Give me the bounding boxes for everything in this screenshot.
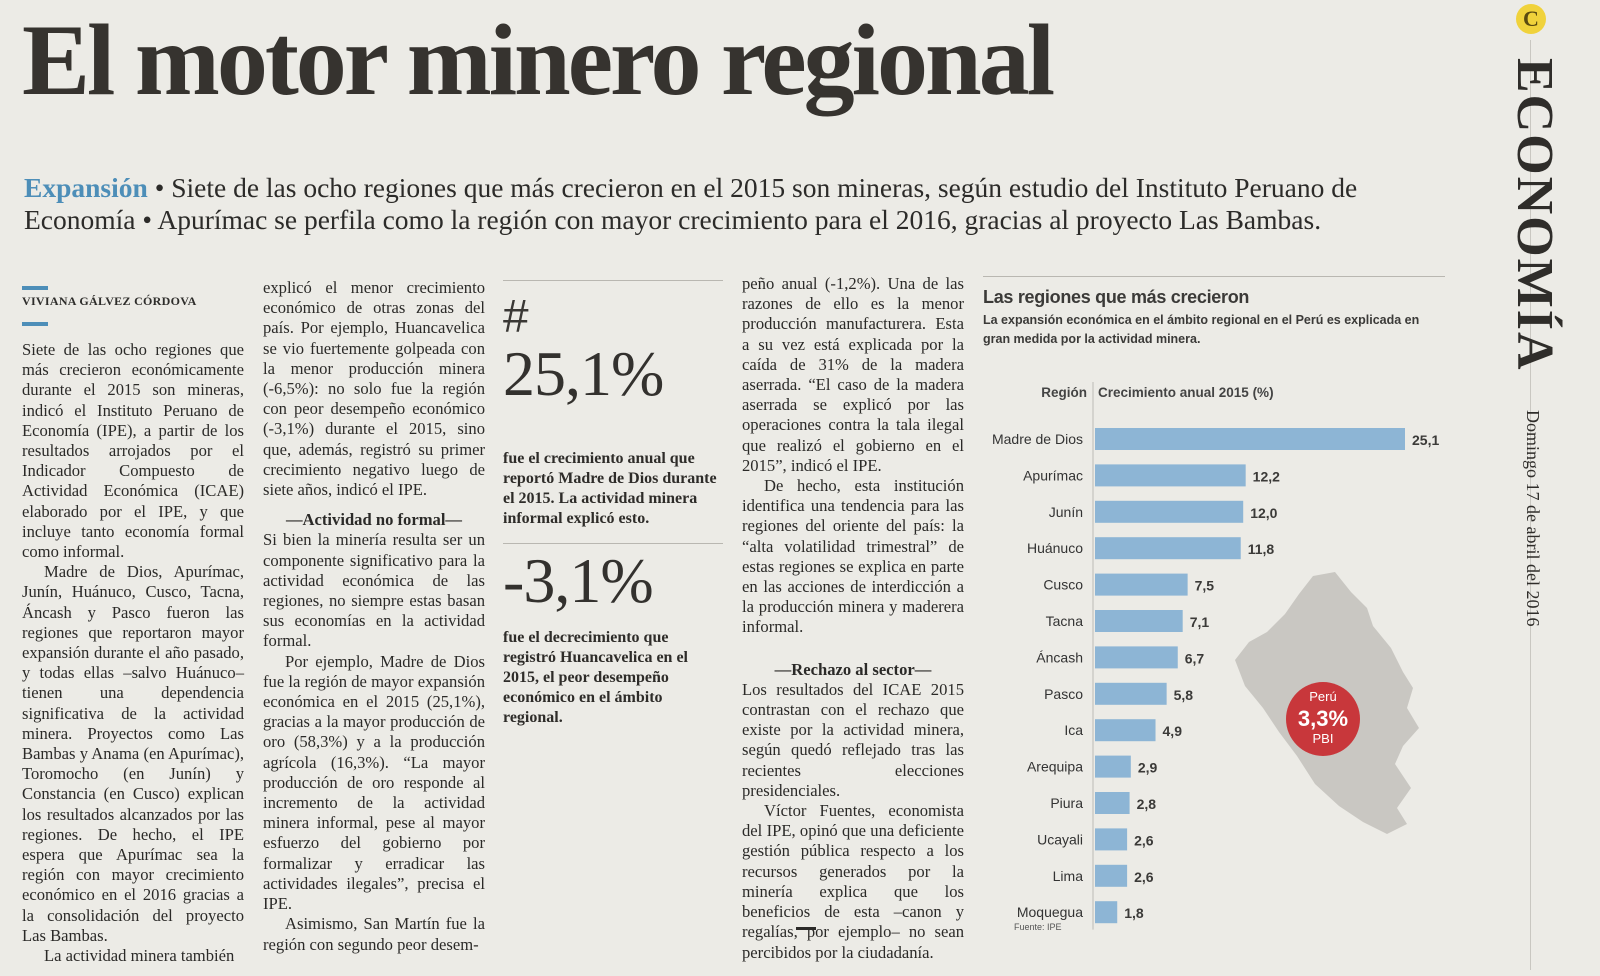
bar-category-label: Tacna (1046, 613, 1084, 629)
bar-value-label: 2,8 (1137, 796, 1157, 812)
bar-category-label: Pasco (1044, 686, 1083, 702)
col2-paragraph-3: Por ejemplo, Madre de Dios fue la región… (263, 651, 485, 914)
col1-paragraph-3: La actividad minera también (44, 946, 235, 966)
article-column-1: Siete de las ocho regiones que más creci… (22, 340, 244, 966)
bar-category-label: Junín (1049, 504, 1083, 520)
stat-1-text: fue el crecimiento anual que reportó Mad… (503, 450, 717, 527)
col4-paragraph-4: Víctor Fuentes, economista del IPE, opin… (742, 801, 964, 962)
col4-paragraph-2: De hecho, esta institución identifica un… (742, 476, 964, 637)
peru-badge-sublabel: PBI (1313, 731, 1334, 746)
bar (1095, 428, 1405, 450)
chart-ylabel: Crecimiento anual 2015 (%) (1098, 385, 1274, 400)
bar (1095, 537, 1241, 560)
bar (1095, 464, 1246, 487)
bar-category-label: Madre de Dios (992, 431, 1083, 447)
bar-value-label: 2,6 (1134, 869, 1154, 885)
bar-value-label: 12,2 (1253, 468, 1280, 484)
infographic-top-rule (983, 276, 1445, 277)
byline: VIVIANA GÁLVEZ CÓRDOVA (22, 294, 197, 308)
bar-value-label: 12,0 (1250, 505, 1277, 521)
byline-top-dash (22, 286, 48, 290)
growth-bar-chart: Región Crecimiento anual 2015 (%) Madre de… (992, 382, 1439, 930)
section-name: ECONOMÍA (1506, 58, 1563, 372)
end-mark (796, 927, 816, 930)
bar (1095, 755, 1131, 778)
stats-sidebar: # 25,1% fue el crecimiento anual que rep… (503, 280, 723, 728)
infographic: Las regiones que más crecieron La expans… (983, 276, 1445, 956)
bar-value-label: 7,5 (1195, 578, 1215, 594)
col2-paragraph-2: Si bien la minería resulta ser un compon… (263, 530, 485, 651)
bar-category-label: Lima (1053, 868, 1084, 884)
bar-value-label: 2,6 (1134, 832, 1154, 848)
bar (1095, 646, 1178, 669)
col4-subhead: —Rechazo al sector— (774, 659, 932, 679)
infographic-source: Fuente: IPE (1014, 922, 1062, 932)
lede-text: • Siete de las ocho regiones que más cre… (24, 172, 1358, 235)
bar-value-label: 25,1 (1412, 432, 1439, 448)
bar-category-label: Huánuco (1027, 540, 1083, 556)
bar (1095, 792, 1130, 814)
bar-value-label: 4,9 (1163, 723, 1183, 739)
section-divider (1530, 40, 1531, 970)
bar-category-label: Áncash (1036, 649, 1083, 665)
bar (1095, 610, 1183, 632)
peru-badge-label: Perú (1309, 689, 1336, 704)
col4-paragraph-3: Los resultados del ICAE 2015 contrastan … (742, 679, 964, 800)
bar-value-label: 7,1 (1190, 614, 1210, 630)
newspaper-logo-icon: C (1516, 4, 1546, 34)
col2-paragraph-1: explicó el menor crecimiento económico d… (263, 278, 485, 500)
bar (1095, 573, 1188, 596)
col4-paragraph-1: peño anual (-1,2%). Una de las razones d… (742, 274, 964, 475)
bar-category-label: Piura (1050, 795, 1083, 811)
bar (1095, 682, 1167, 705)
bar-value-label: 1,8 (1124, 905, 1144, 921)
headline: El motor minero regional (22, 4, 1055, 117)
lede-kicker: Expansión (24, 172, 148, 203)
col2-subhead: —Actividad no formal— (285, 510, 463, 530)
bar-category-label: Apurímac (1023, 467, 1083, 483)
stat-1-value: 25,1% (503, 338, 664, 409)
bar (1095, 864, 1128, 887)
col1-paragraph-1: Siete de las ocho regiones que más creci… (22, 340, 244, 562)
lede: Expansión • Siete de las ocho regiones q… (24, 172, 1464, 236)
bar-value-label: 5,8 (1174, 687, 1194, 703)
bar-category-label: Ica (1064, 722, 1083, 738)
bar-category-label: Ucayali (1037, 831, 1083, 847)
stat-2-text: fue el decrecimiento que registró Huanca… (503, 629, 688, 726)
infographic-title: Las regiones que más crecieron (983, 287, 1250, 307)
infographic-subtitle: La expansión económica en el ámbito regi… (983, 313, 1420, 346)
article-column-2: explicó el menor crecimiento económico d… (263, 278, 485, 955)
bar (1095, 719, 1156, 742)
bar-value-label: 6,7 (1185, 650, 1205, 666)
section-date: Domingo 17 de abril del 2016 (1523, 410, 1543, 627)
stats-mid-rule (503, 543, 723, 544)
col2-paragraph-4: Asimismo, San Martín fue la región con s… (263, 914, 485, 954)
peru-badge (1286, 682, 1360, 756)
col1-paragraph-2: Madre de Dios, Apurímac, Junín, Huánuco,… (22, 562, 244, 945)
bar-value-label: 11,8 (1248, 541, 1275, 557)
bar (1095, 901, 1118, 924)
hash-icon: # (503, 290, 529, 342)
chart-xlabel: Región (1041, 385, 1087, 400)
peru-badge-value: 3,3% (1298, 706, 1348, 731)
article-column-4: peño anual (-1,2%). Una de las razones d… (742, 274, 964, 963)
bar (1095, 828, 1128, 851)
bar-value-label: 2,9 (1138, 760, 1158, 776)
byline-bottom-dash (22, 322, 48, 326)
bar-category-label: Moquegua (1017, 904, 1083, 920)
stats-top-rule (503, 280, 723, 281)
stat-2-value: -3,1% (503, 545, 654, 616)
bar-category-label: Cusco (1043, 577, 1083, 593)
bar-category-label: Arequipa (1027, 759, 1083, 775)
bar (1095, 500, 1244, 523)
